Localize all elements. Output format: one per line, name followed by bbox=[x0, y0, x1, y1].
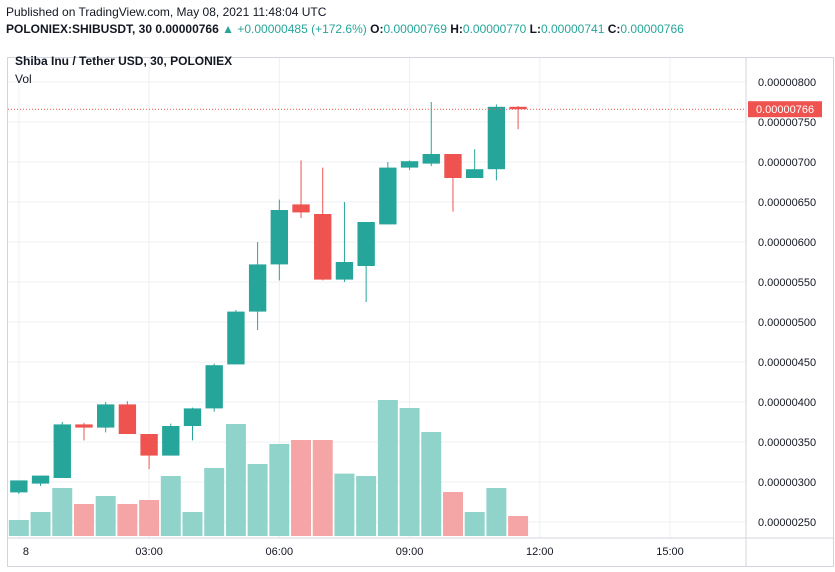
volume-bar bbox=[160, 476, 181, 536]
volume-bar bbox=[204, 468, 225, 536]
candle-body bbox=[10, 480, 28, 493]
close-value: 0.00000766 bbox=[620, 22, 684, 36]
candle-body bbox=[118, 404, 137, 434]
volume-bar bbox=[8, 520, 29, 536]
close-label: C: bbox=[607, 22, 621, 36]
y-tick-label: 0.00000550 bbox=[758, 277, 816, 289]
volume-bar bbox=[421, 432, 442, 536]
open-value: 0.00000769 bbox=[383, 22, 447, 36]
candle-body bbox=[292, 204, 310, 213]
volume-bar bbox=[356, 476, 377, 536]
y-tick-label: 0.00000650 bbox=[758, 197, 816, 209]
y-tick-label: 0.00000600 bbox=[758, 237, 816, 249]
y-tick-label: 0.00000700 bbox=[758, 157, 816, 169]
chart-header: Published on TradingView.com, May 08, 20… bbox=[6, 4, 684, 38]
candle-body bbox=[509, 106, 527, 110]
open-label: O: bbox=[370, 22, 384, 36]
candle-body bbox=[487, 106, 506, 170]
high-label: H: bbox=[450, 22, 463, 36]
candle-body bbox=[465, 169, 484, 178]
price-change: ▲ +0.00000485 (+172.6%) bbox=[222, 22, 367, 36]
y-tick-label: 0.00000250 bbox=[758, 517, 816, 529]
volume-bar bbox=[225, 424, 246, 536]
volume-label: Vol bbox=[15, 72, 32, 86]
volume-bar bbox=[269, 444, 290, 536]
volume-bar bbox=[334, 473, 355, 536]
candle-body bbox=[205, 365, 223, 409]
volume-bar bbox=[139, 500, 160, 536]
volume-bar bbox=[182, 512, 203, 536]
symbol-label: POLONIEX:SHIBUSDT, 30 bbox=[6, 22, 153, 36]
low-label: L: bbox=[529, 22, 541, 36]
volume-bar bbox=[52, 488, 73, 536]
x-tick-label: 03:00 bbox=[135, 546, 163, 558]
x-tick-label: 12:00 bbox=[526, 546, 554, 558]
last-price-badge-label: 0.00000766 bbox=[756, 104, 814, 116]
volume-bar bbox=[73, 504, 94, 536]
volume-bar bbox=[117, 504, 138, 536]
candle-body bbox=[53, 424, 71, 478]
candle-body bbox=[335, 262, 354, 280]
volume-bar bbox=[312, 440, 333, 536]
volume-bar bbox=[508, 516, 529, 536]
last-price-badge bbox=[748, 101, 822, 118]
instrument-title: Shiba Inu / Tether USD, 30, POLONIEX bbox=[15, 54, 233, 68]
high-value: 0.00000770 bbox=[462, 22, 527, 36]
published-line: Published on TradingView.com, May 08, 20… bbox=[6, 5, 327, 19]
candle-body bbox=[31, 475, 50, 484]
y-tick-label: 0.00000400 bbox=[758, 397, 816, 409]
candle-body bbox=[400, 161, 419, 168]
y-tick-label: 0.00000350 bbox=[758, 437, 816, 449]
candle-body bbox=[96, 404, 115, 428]
candle-body bbox=[183, 408, 202, 426]
volume-bar bbox=[442, 492, 463, 536]
volume-bar bbox=[377, 400, 398, 536]
symbol-line: POLONIEX:SHIBUSDT, 30 0.00000766 ▲ +0.00… bbox=[6, 21, 684, 38]
candle-body bbox=[444, 154, 462, 178]
candle-body bbox=[314, 214, 332, 280]
volume-bar bbox=[247, 464, 268, 536]
candle-body bbox=[75, 424, 93, 428]
volume-bar bbox=[486, 488, 507, 536]
volume-bar bbox=[95, 496, 116, 536]
candle-body bbox=[140, 434, 158, 456]
x-tick-label: 06:00 bbox=[266, 546, 294, 558]
y-tick-label: 0.00000800 bbox=[758, 77, 816, 89]
volume-bar bbox=[30, 512, 51, 536]
candle-body bbox=[357, 222, 375, 266]
low-value: 0.00000741 bbox=[540, 22, 605, 36]
y-tick-label: 0.00000450 bbox=[758, 357, 816, 369]
candle-body bbox=[162, 426, 180, 456]
y-tick-label: 0.00000300 bbox=[758, 477, 816, 489]
candle-body bbox=[270, 210, 289, 265]
y-tick-label: 0.00000750 bbox=[758, 117, 816, 129]
candle-body bbox=[379, 167, 397, 225]
chart-frame bbox=[7, 57, 834, 567]
x-tick-label: 15:00 bbox=[656, 546, 684, 558]
volume-bar bbox=[291, 440, 312, 536]
candle-body bbox=[227, 311, 245, 365]
volume-bar bbox=[399, 408, 420, 536]
x-tick-label: 8 bbox=[23, 546, 29, 558]
candle-body bbox=[248, 264, 267, 312]
y-tick-label: 0.00000500 bbox=[758, 317, 816, 329]
chart-legend: Shiba Inu / Tether USD, 30, POLONIEX Vol bbox=[15, 52, 232, 88]
x-tick-label: 09:00 bbox=[396, 546, 424, 558]
volume-bar bbox=[464, 512, 485, 536]
last-price: 0.00000766 bbox=[155, 22, 219, 36]
candle-body bbox=[422, 154, 440, 164]
